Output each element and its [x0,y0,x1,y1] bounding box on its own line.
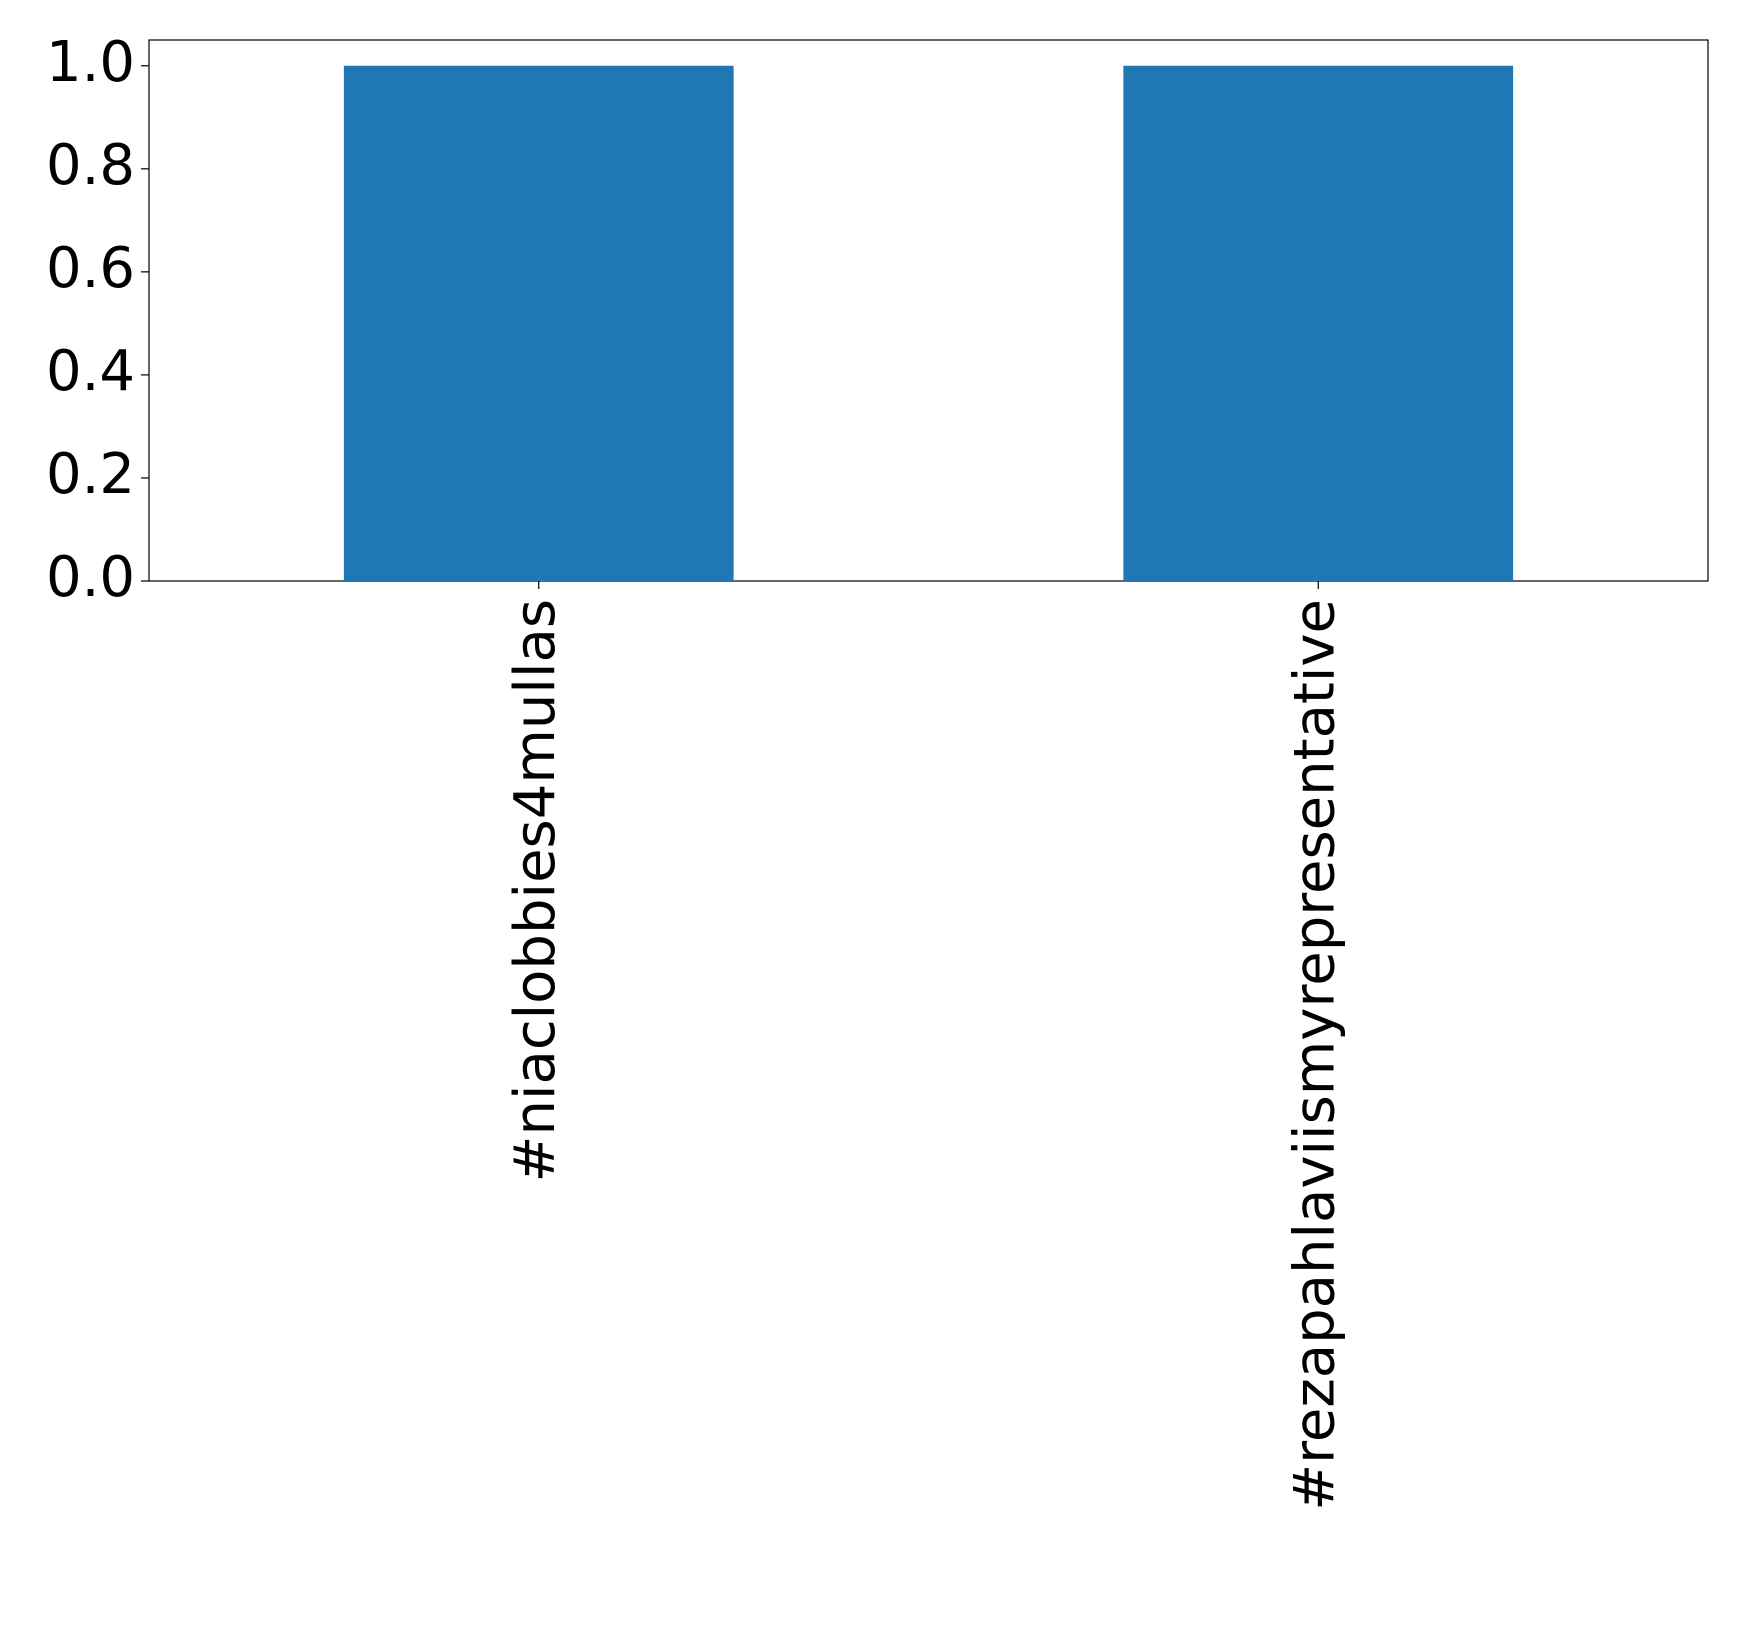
x-tick-label: #rezapahlaviismyrepresentative [1282,599,1347,1511]
x-tick-label: #niaclobbies4mullas [503,599,568,1182]
plot-frame [148,39,1709,582]
y-tick-label: 0.6 [46,236,135,301]
y-tick-label: 0.0 [46,545,135,610]
y-tick-label: 1.0 [46,30,135,95]
y-tick-label: 0.2 [46,442,135,507]
y-tick-label: 0.4 [46,339,135,404]
y-tick-label: 0.8 [46,133,135,198]
bar [343,65,734,581]
bar [1123,65,1514,581]
